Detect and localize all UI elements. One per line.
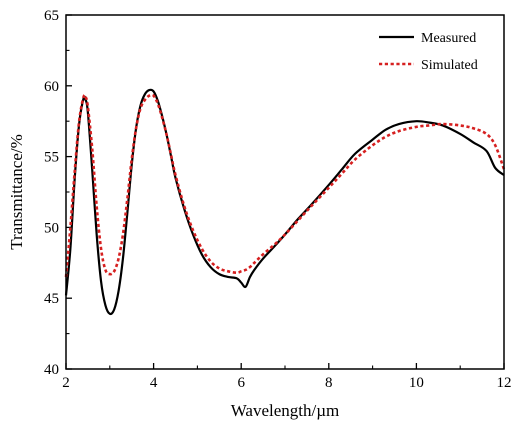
x-tick-label-2: 2 xyxy=(62,375,70,391)
x-tick-label-10: 10 xyxy=(409,375,424,391)
y-tick-label-60: 60 xyxy=(44,79,59,95)
legend: Measured Simulated xyxy=(379,31,478,73)
x-tick-label-6: 6 xyxy=(237,375,245,391)
axis-tick-labels: 2 4 6 8 10 12 40 45 50 55 60 65 xyxy=(44,8,512,391)
x-tick-label-12: 12 xyxy=(497,375,512,391)
x-tick-label-8: 8 xyxy=(325,375,333,391)
series-line-simulated xyxy=(64,93,506,278)
series-layer xyxy=(64,88,506,316)
x-tick-label-4: 4 xyxy=(150,375,158,391)
x-axis-title: Wavelength/µm xyxy=(231,401,340,420)
y-tick-label-65: 65 xyxy=(44,8,59,24)
y-axis-title: Transmittance/% xyxy=(7,134,26,250)
y-tick-label-40: 40 xyxy=(44,362,59,378)
plot-frame xyxy=(65,14,505,370)
series-line-measured xyxy=(64,88,505,316)
y-tick-label-45: 45 xyxy=(44,291,59,307)
legend-label-measured: Measured xyxy=(421,31,476,46)
legend-label-simulated: Simulated xyxy=(421,58,478,73)
y-tick-label-55: 55 xyxy=(44,150,59,166)
y-tick-label-50: 50 xyxy=(44,220,59,236)
